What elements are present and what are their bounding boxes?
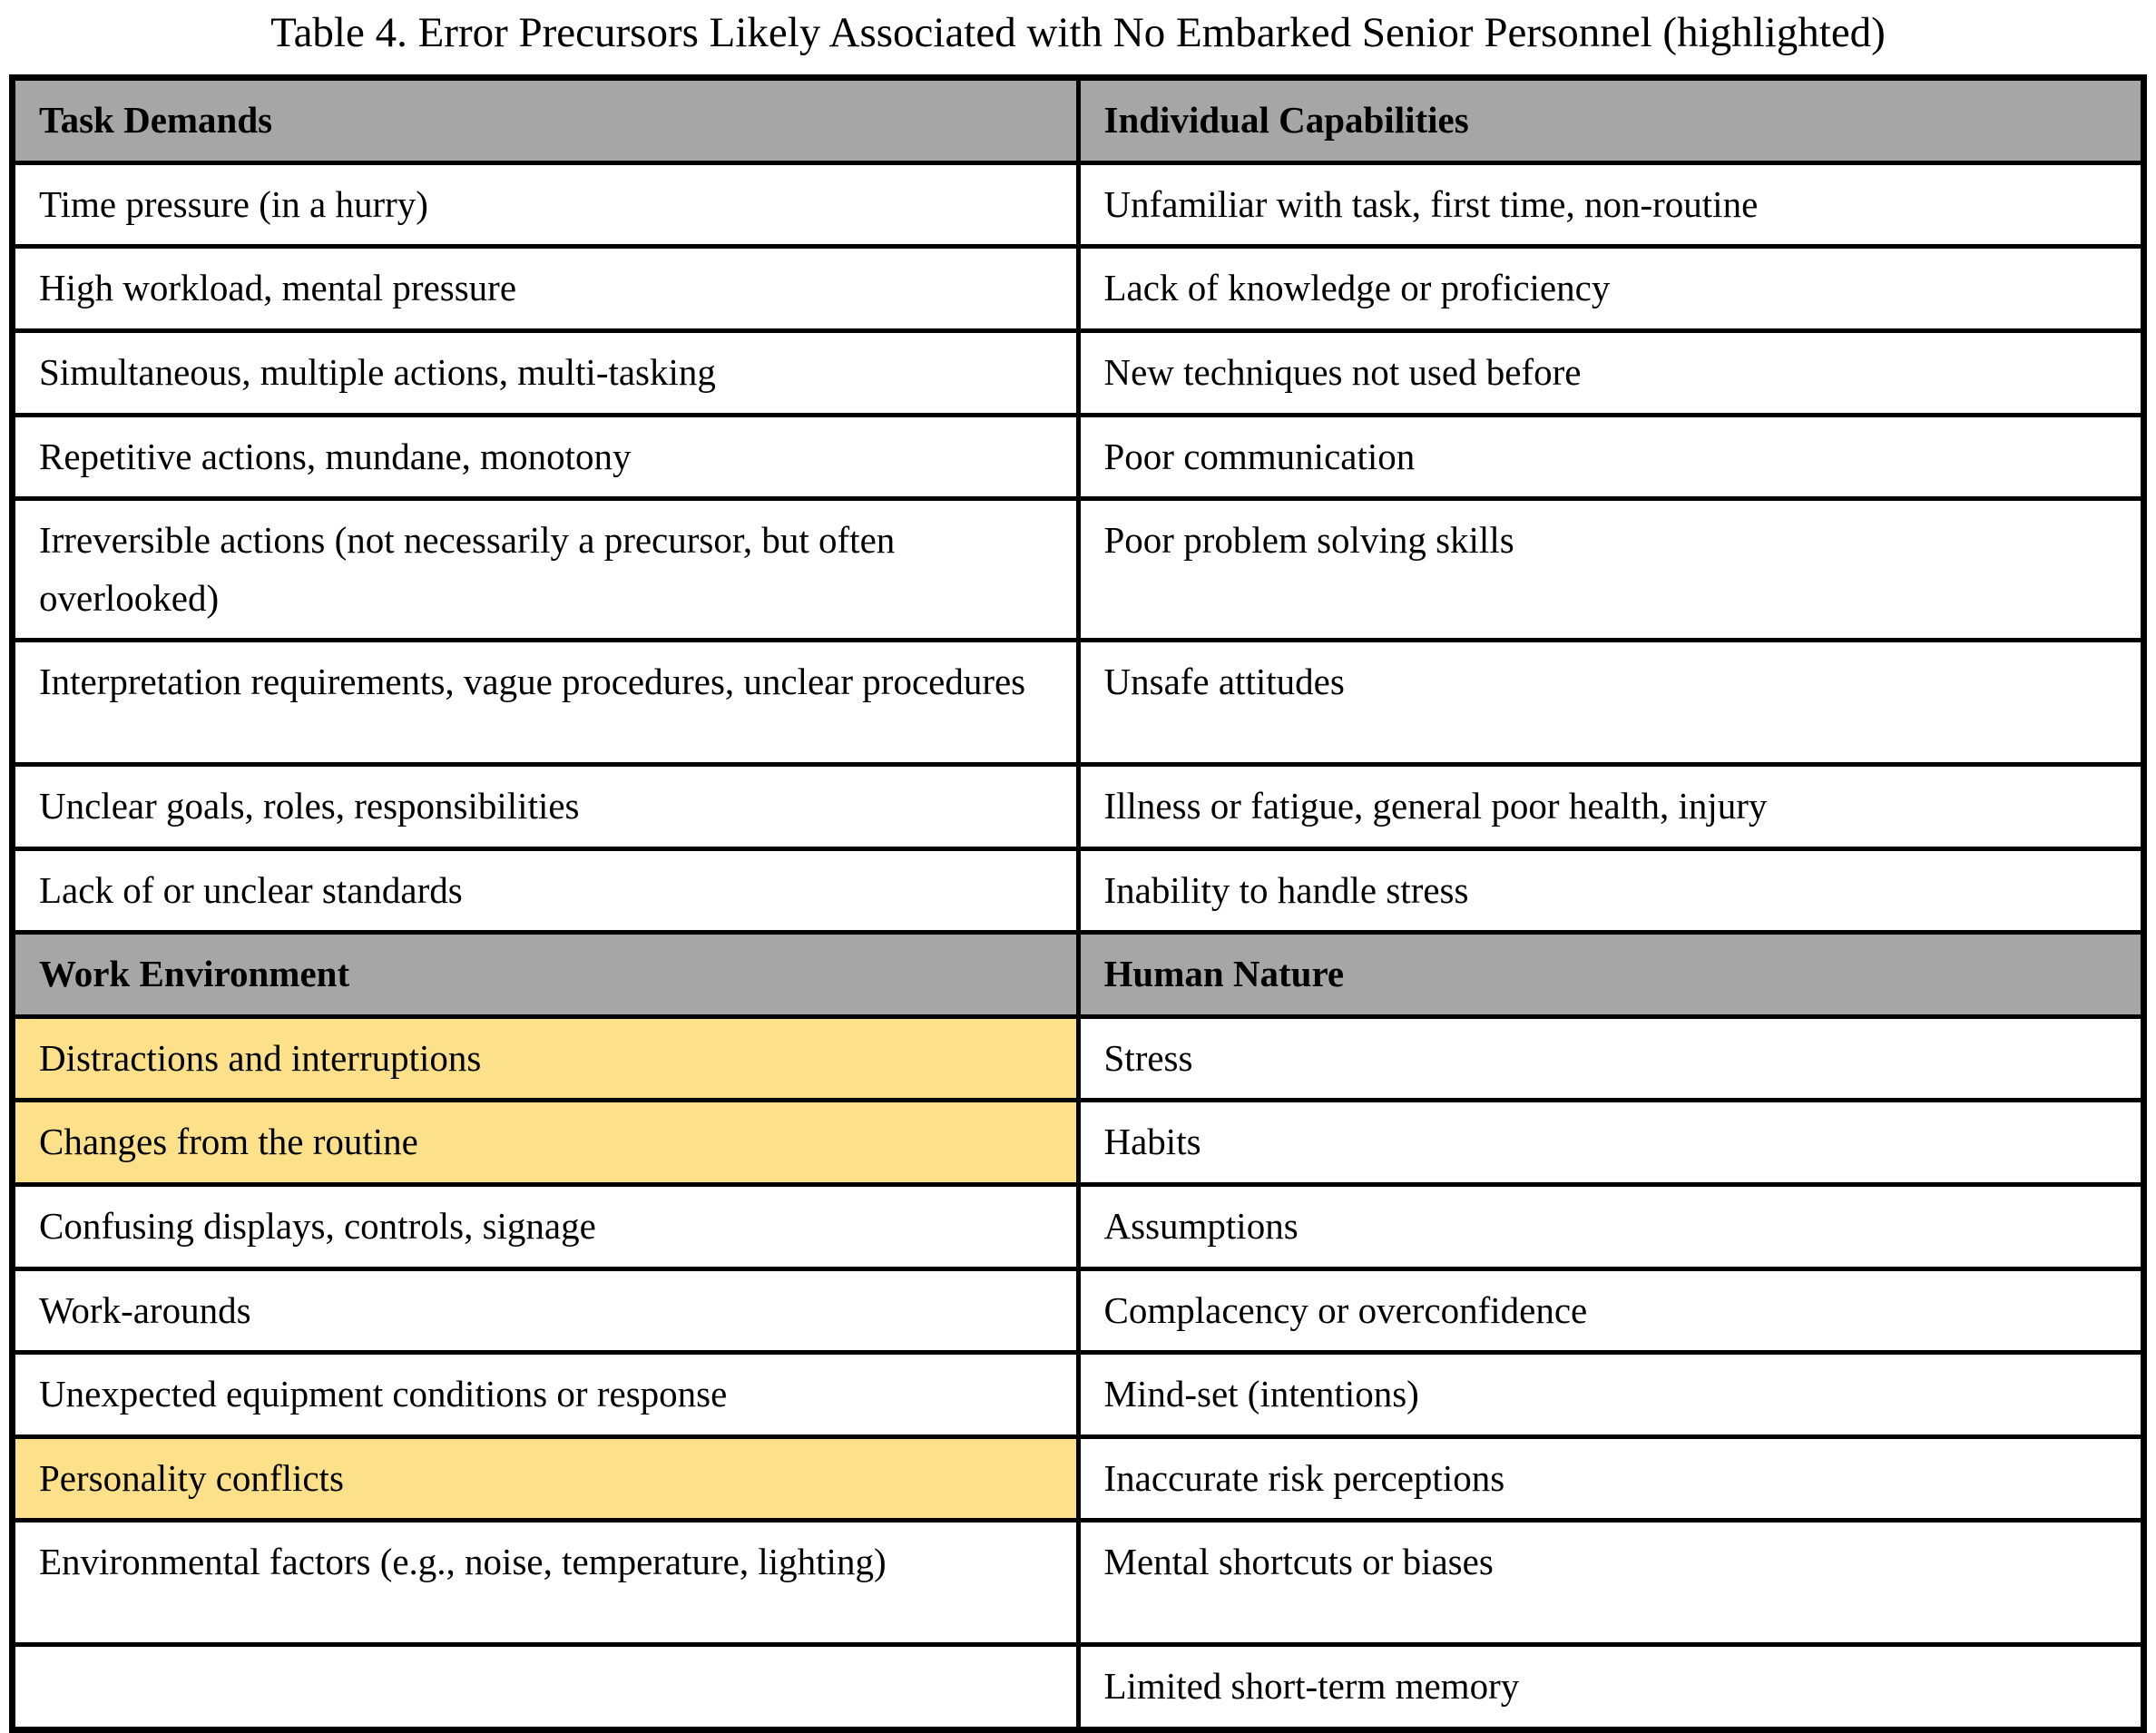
table-body: Task Demands Individual Capabilities Time … (10, 75, 2146, 1732)
table-row: Confusing displays, controls, signage Ass… (10, 1181, 2146, 1271)
column-header: Individual Capabilities (1075, 75, 2146, 165)
table-caption: Table 4. Error Precursors Likely Associa… (270, 9, 1886, 56)
cell-left: High workload, mental pressure (10, 244, 1081, 334)
cell-left: Work-arounds (10, 1266, 1081, 1356)
column-header: Human Nature (1075, 930, 2146, 1019)
column-header: Task Demands (10, 75, 1081, 165)
cell-right: Limited short-term memory (1075, 1642, 2146, 1732)
table-row: Changes from the routine Habits (10, 1098, 2146, 1187)
table-row: Time pressure (in a hurry) Unfamiliar wit… (10, 160, 2146, 250)
table-row: Limited short-term memory (10, 1642, 2146, 1732)
cell-left: Lack of or unclear standards (10, 846, 1081, 935)
table-row: Repetitive actions, mundane, monotony Poo… (10, 412, 2146, 502)
cell-left: Time pressure (in a hurry) (10, 160, 1081, 250)
column-header: Work Environment (10, 930, 1081, 1019)
cell-left: Unexpected equipment conditions or respo… (10, 1350, 1081, 1439)
cell-left: Interpretation requirements, vague proce… (10, 638, 1081, 768)
table-row: Interpretation requirements, vague proce… (10, 638, 2146, 768)
section-header-row: Work Environment Human Nature (10, 930, 2146, 1019)
cell-right: Complacency or overconfidence (1075, 1266, 2146, 1356)
table-row: Distractions and interruptions Stress (10, 1013, 2146, 1103)
cell-right: Assumptions (1075, 1181, 2146, 1271)
section-header-row: Task Demands Individual Capabilities (10, 75, 2146, 165)
table-row: Work-arounds Complacency or overconfidenc… (10, 1266, 2146, 1356)
cell-right: Illness or fatigue, general poor health,… (1075, 762, 2146, 851)
cell-right: Poor problem solving skills (1075, 496, 2146, 643)
cell-left: Personality conflicts (10, 1434, 1081, 1523)
cell-left: Irreversible actions (not necessarily a … (10, 496, 1081, 643)
error-precursors-table: Task Demands Individual Capabilities Time … (9, 74, 2147, 1733)
cell-right: Mind-set (intentions) (1075, 1350, 2146, 1439)
cell-left (10, 1642, 1081, 1732)
table-row: High workload, mental pressure Lack of kn… (10, 244, 2146, 334)
table-row: Unclear goals, roles, responsibilities Il… (10, 762, 2146, 851)
cell-right: Unsafe attitudes (1075, 638, 2146, 768)
cell-left: Environmental factors (e.g., noise, temp… (10, 1518, 1081, 1648)
cell-right: Lack of knowledge or proficiency (1075, 244, 2146, 334)
cell-right: Inability to handle stress (1075, 846, 2146, 935)
cell-right: New techniques not used before (1075, 328, 2146, 417)
table-row: Irreversible actions (not necessarily a … (10, 496, 2146, 643)
table-row: Lack of or unclear standards Inability to… (10, 846, 2146, 935)
cell-left: Unclear goals, roles, responsibilities (10, 762, 1081, 851)
cell-right: Unfamiliar with task, first time, non-ro… (1075, 160, 2146, 250)
cell-right: Inaccurate risk perceptions (1075, 1434, 2146, 1523)
cell-right: Habits (1075, 1098, 2146, 1187)
cell-left: Simultaneous, multiple actions, multi-ta… (10, 328, 1081, 417)
cell-left: Changes from the routine (10, 1098, 1081, 1187)
table-row: Personality conflicts Inaccurate risk per… (10, 1434, 2146, 1523)
table-row: Environmental factors (e.g., noise, temp… (10, 1518, 2146, 1648)
table-row: Unexpected equipment conditions or respo… (10, 1350, 2146, 1439)
cell-right: Poor communication (1075, 412, 2146, 502)
cell-left: Confusing displays, controls, signage (10, 1181, 1081, 1271)
table-row: Simultaneous, multiple actions, multi-ta… (10, 328, 2146, 417)
cell-left: Distractions and interruptions (10, 1013, 1081, 1103)
cell-right: Mental shortcuts or biases (1075, 1518, 2146, 1648)
cell-left: Repetitive actions, mundane, monotony (10, 412, 1081, 502)
cell-right: Stress (1075, 1013, 2146, 1103)
